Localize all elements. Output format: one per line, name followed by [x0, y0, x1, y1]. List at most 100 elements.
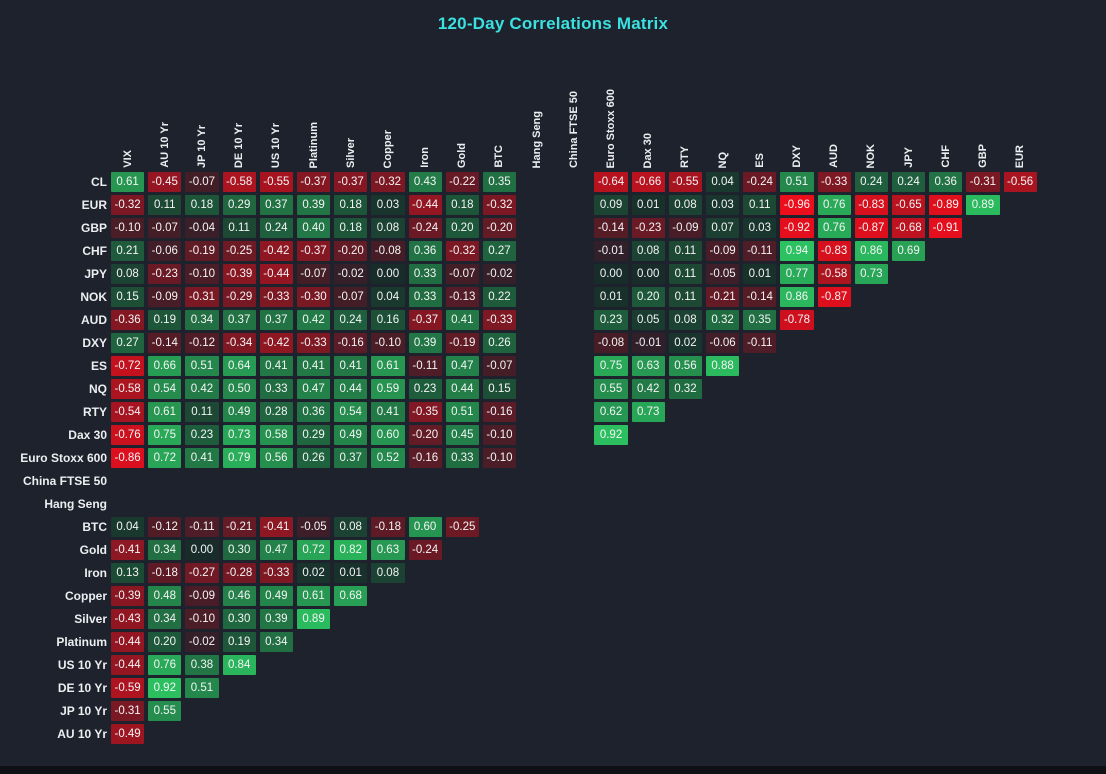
matrix-cell-empty	[855, 310, 888, 330]
matrix-row: CL 0.61 -0.45 -0.07 -0.58 -0.55 -0.37 -0.37 -0.3…	[4, 172, 1037, 192]
matrix-cell: 0.75	[148, 425, 182, 445]
matrix-cell-empty	[520, 678, 553, 698]
matrix-cell: 0.82	[334, 540, 368, 560]
matrix-cell-empty	[669, 701, 702, 721]
matrix-cell: 0.56	[259, 448, 293, 468]
matrix-cell-empty	[669, 678, 702, 698]
matrix-cell-empty	[743, 402, 776, 422]
matrix-cell-empty	[669, 425, 702, 445]
matrix-cell: -0.42	[259, 333, 293, 353]
matrix-cell: -0.83	[817, 241, 851, 261]
matrix-cell-empty	[371, 609, 404, 629]
matrix-cell-empty	[780, 448, 813, 468]
matrix-cell: -0.91	[929, 218, 963, 238]
matrix-cell: 0.20	[445, 218, 479, 238]
matrix-cell-empty	[446, 724, 479, 744]
matrix-cell-empty	[855, 678, 888, 698]
matrix-cell-empty	[594, 494, 627, 514]
matrix-cell: 0.34	[259, 632, 293, 652]
matrix-cell: 0.39	[259, 609, 293, 629]
matrix-cell-empty	[483, 563, 516, 583]
matrix-cell: 0.08	[371, 563, 405, 583]
matrix-cell: -0.78	[780, 310, 814, 330]
matrix-cell-empty	[557, 471, 590, 491]
matrix-cell: 0.01	[743, 264, 777, 284]
matrix-cell-empty	[594, 563, 627, 583]
matrix-cell: -0.68	[891, 218, 926, 238]
column-header: CHF	[929, 145, 962, 168]
matrix-cell-empty	[706, 448, 739, 468]
matrix-cell: 0.20	[631, 287, 665, 307]
matrix-cell-empty	[892, 494, 925, 514]
matrix-cell: 0.11	[743, 195, 777, 215]
matrix-cell-empty	[594, 655, 627, 675]
column-header: JPY	[892, 147, 925, 168]
matrix-cell-empty	[892, 448, 925, 468]
matrix-cell-empty	[1004, 540, 1037, 560]
matrix-cell: -0.23	[148, 264, 182, 284]
matrix-cell: 0.50	[222, 379, 256, 399]
matrix-cell: -0.18	[148, 563, 182, 583]
matrix-cell: -0.41	[111, 540, 145, 560]
matrix-cell-empty	[743, 540, 776, 560]
matrix-cell: -0.05	[706, 264, 740, 284]
matrix-cell-empty	[743, 655, 776, 675]
matrix-cell: 0.24	[334, 310, 368, 330]
matrix-cell-empty	[371, 471, 404, 491]
matrix-cell-empty	[743, 494, 776, 514]
matrix-cell: -0.07	[334, 287, 368, 307]
matrix-cell-empty	[966, 701, 999, 721]
matrix-cell-empty	[780, 586, 813, 606]
matrix-cell: 0.43	[408, 172, 442, 192]
matrix-cell: 0.55	[594, 379, 628, 399]
matrix-cell-empty	[818, 379, 851, 399]
matrix-cell-empty	[632, 701, 665, 721]
matrix-cell: 0.35	[482, 172, 517, 192]
row-label: ES	[90, 359, 107, 373]
matrix-cell: -0.44	[111, 655, 145, 675]
matrix-cell-empty	[520, 655, 553, 675]
column-header: China FTSE 50	[557, 91, 590, 168]
matrix-cell-empty	[557, 425, 590, 445]
column-header-label: China FTSE 50	[567, 90, 580, 168]
matrix-cell: 0.56	[668, 356, 702, 376]
matrix-cell-empty	[483, 517, 516, 537]
matrix-cell: 0.20	[148, 632, 182, 652]
matrix-cell: 0.60	[371, 425, 405, 445]
matrix-cell: 0.41	[296, 356, 331, 376]
column-header: Gold	[446, 143, 479, 168]
matrix-cell-empty	[966, 609, 999, 629]
matrix-cell: -0.19	[445, 333, 479, 353]
matrix-row: Dax 30 -0.76 0.75 0.23 0.73 0.58 0.29 0.49 0.60-…	[4, 425, 1037, 445]
matrix-cell: -0.24	[743, 172, 777, 192]
matrix-cell: 0.75	[594, 356, 628, 376]
matrix-cell-empty	[632, 448, 665, 468]
matrix-cell-empty	[855, 333, 888, 353]
matrix-cell-empty	[409, 494, 442, 514]
matrix-cell: -0.87	[854, 218, 888, 238]
matrix-cell-empty	[483, 724, 516, 744]
matrix-cell-empty	[929, 586, 962, 606]
matrix-cell: 0.16	[371, 310, 405, 330]
matrix-cell: -0.30	[296, 287, 331, 307]
matrix-cell: 0.03	[743, 218, 777, 238]
matrix-cell-empty	[892, 356, 925, 376]
matrix-cell-empty	[1004, 632, 1037, 652]
matrix-cell: -0.07	[148, 218, 182, 238]
matrix-cell: 0.34	[148, 609, 182, 629]
matrix-cell: 0.15	[111, 287, 145, 307]
matrix-cell-empty	[1004, 287, 1037, 307]
column-header-label: VIX	[121, 150, 134, 168]
matrix-cell: 0.40	[296, 218, 331, 238]
matrix-cell: -0.11	[743, 333, 777, 353]
matrix-cell-empty	[966, 379, 999, 399]
matrix-row: EUR -0.32 0.11 0.18 0.29 0.37 0.39 0.18 0.03 -0.4…	[4, 195, 1037, 215]
matrix-cell: 0.36	[408, 241, 442, 261]
matrix-cell: 0.32	[668, 379, 702, 399]
matrix-cell-empty	[966, 356, 999, 376]
matrix-cell: -0.20	[334, 241, 368, 261]
matrix-cell-empty	[520, 333, 553, 353]
matrix-cell: 0.37	[334, 448, 368, 468]
matrix-cell-empty	[892, 678, 925, 698]
row-label: AUD	[81, 313, 107, 327]
